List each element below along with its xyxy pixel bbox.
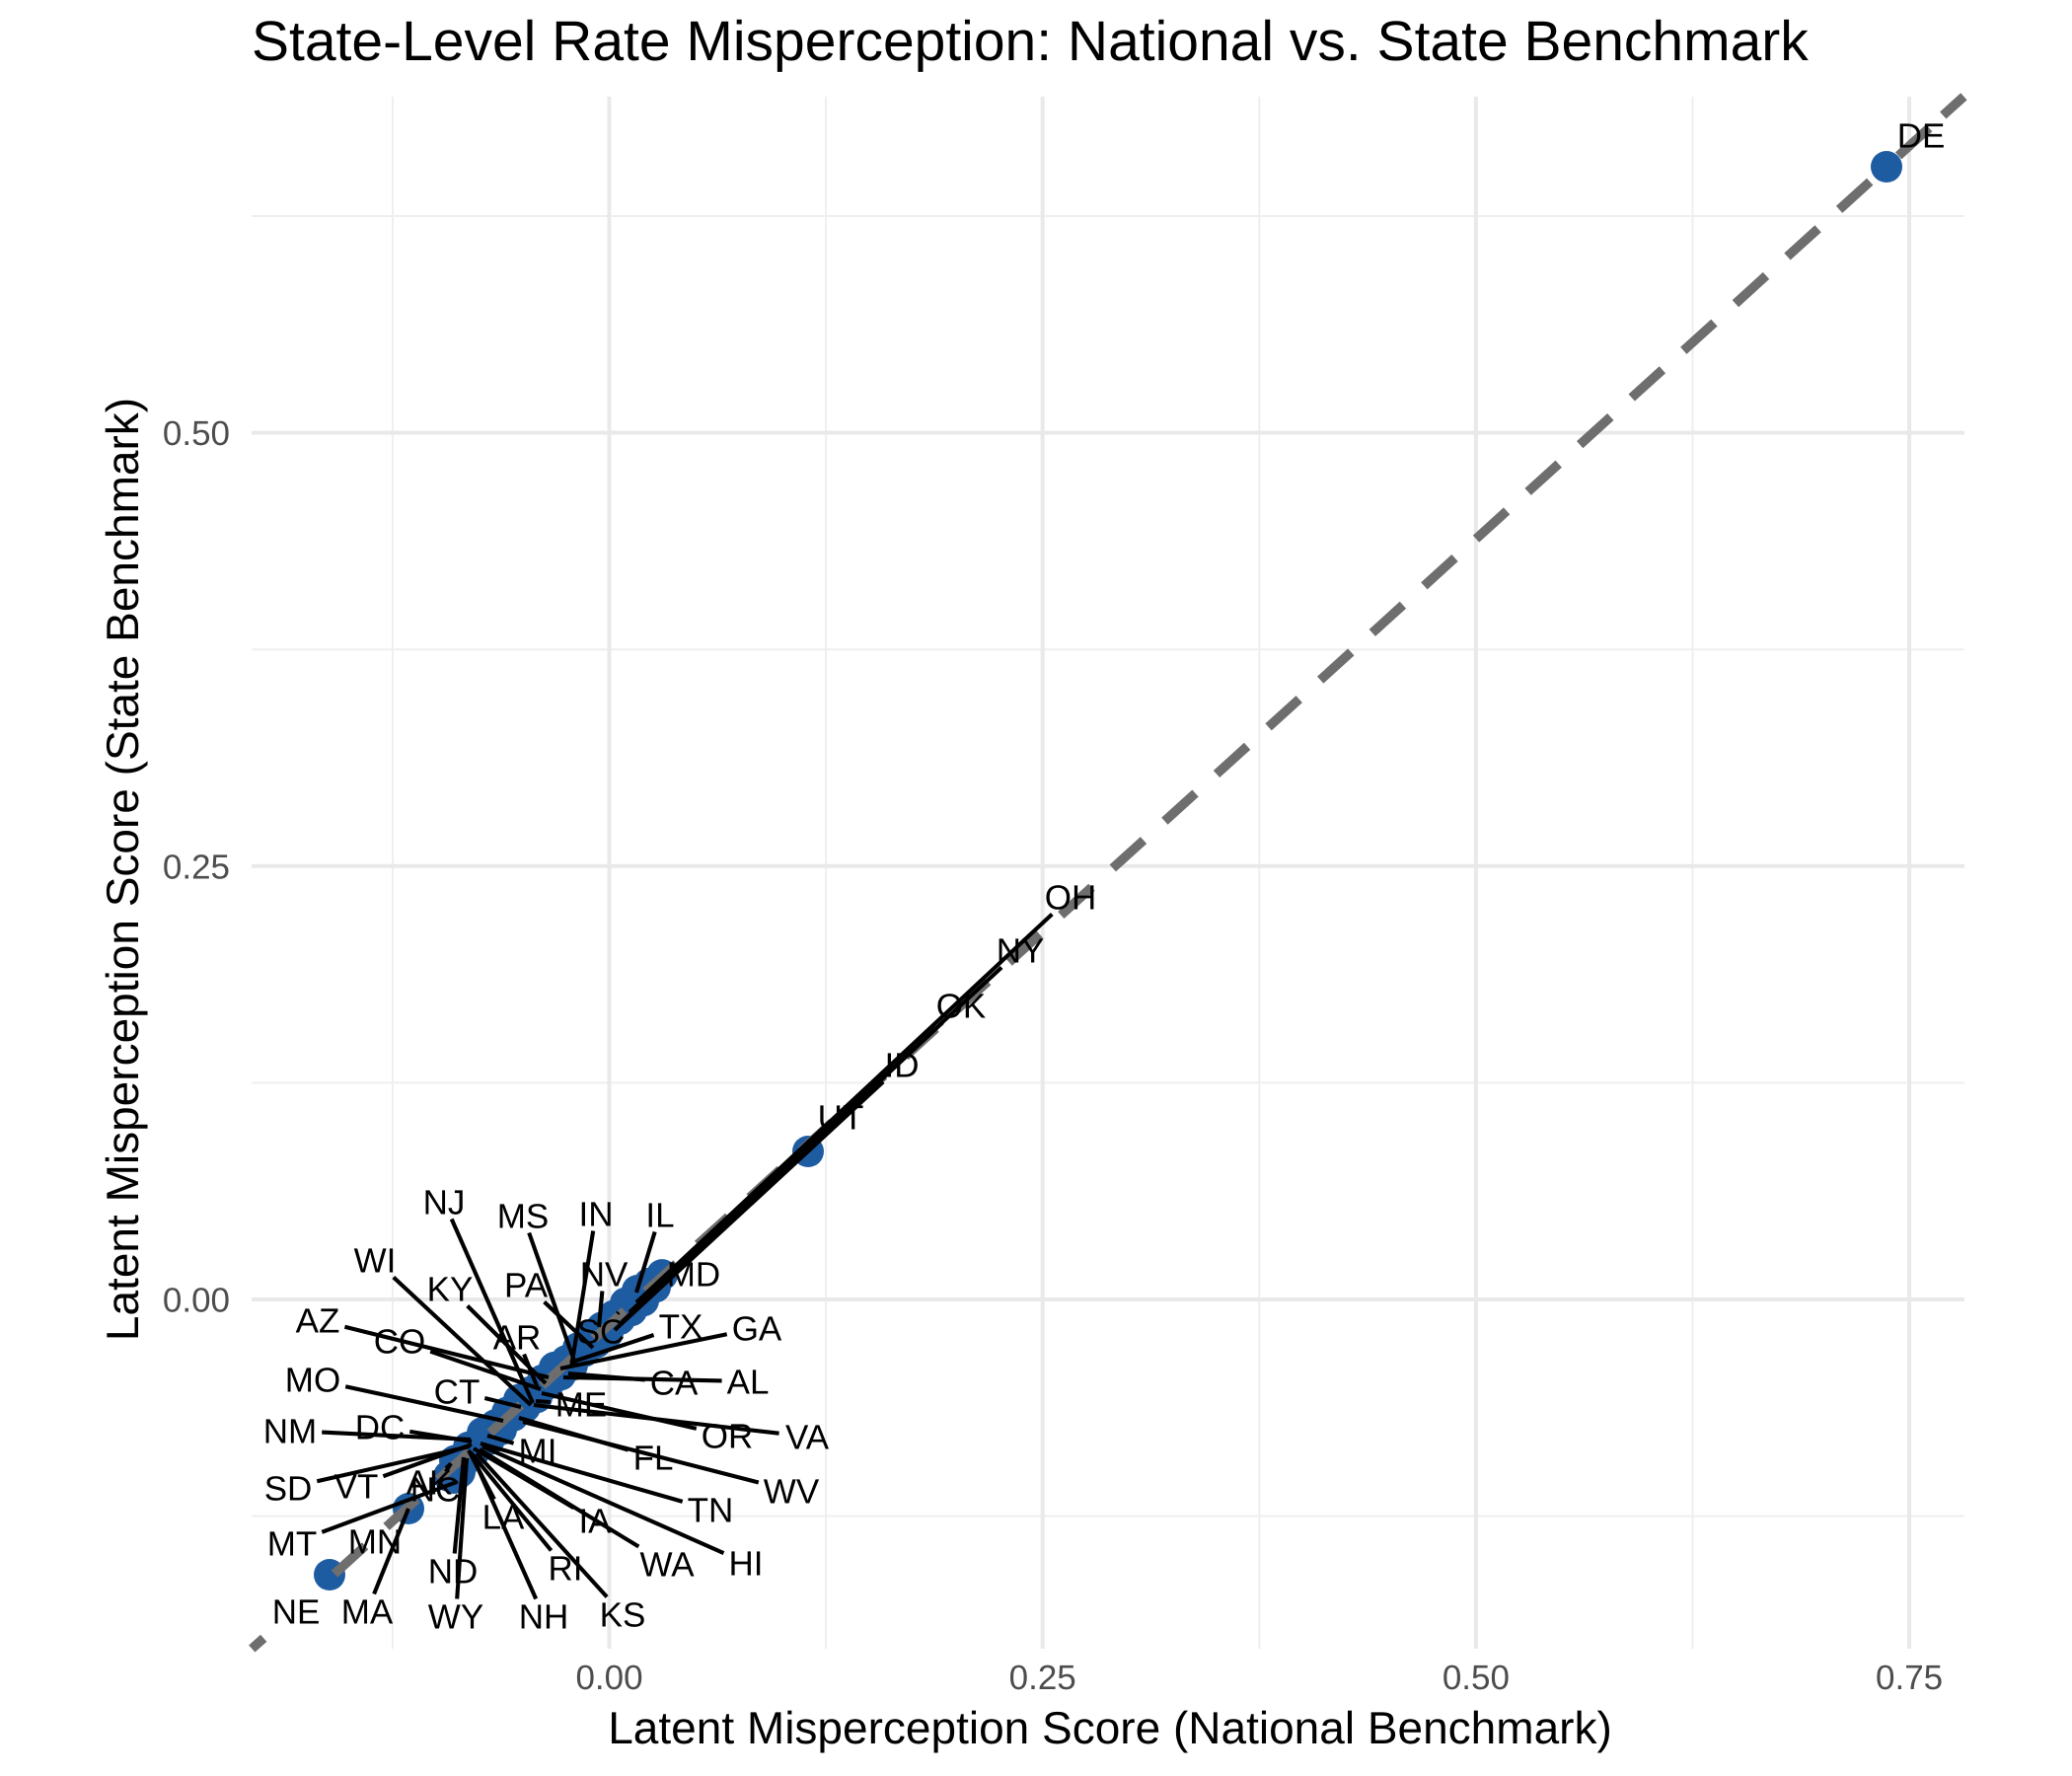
svg-text:HI: HI — [729, 1545, 764, 1584]
svg-text:MA: MA — [341, 1593, 394, 1632]
svg-text:WI: WI — [354, 1242, 397, 1281]
svg-text:KY: KY — [427, 1271, 474, 1309]
svg-text:OR: OR — [702, 1418, 754, 1456]
svg-text:0.00: 0.00 — [163, 1282, 230, 1320]
svg-text:NE: NE — [272, 1593, 321, 1632]
svg-text:RI: RI — [549, 1550, 583, 1589]
svg-text:CT: CT — [434, 1373, 481, 1412]
svg-text:ND: ND — [428, 1553, 479, 1591]
svg-text:0.25: 0.25 — [1009, 1659, 1076, 1697]
svg-text:ME: ME — [555, 1386, 608, 1425]
svg-text:DC: DC — [355, 1409, 406, 1447]
svg-text:UT: UT — [818, 1099, 864, 1138]
svg-text:State-Level Rate Misperception: State-Level Rate Misperception: National… — [252, 10, 1809, 73]
svg-text:TN: TN — [688, 1492, 734, 1530]
svg-text:IA: IA — [578, 1503, 612, 1541]
svg-text:PA: PA — [504, 1267, 549, 1305]
svg-text:SD: SD — [264, 1470, 313, 1509]
svg-text:MN: MN — [348, 1523, 402, 1562]
svg-text:VT: VT — [334, 1468, 379, 1507]
svg-text:WA: WA — [639, 1546, 695, 1585]
svg-text:WY: WY — [428, 1598, 483, 1637]
svg-text:0.25: 0.25 — [163, 848, 230, 886]
svg-text:MI: MI — [519, 1433, 557, 1471]
svg-text:DE: DE — [1897, 117, 1946, 156]
svg-text:NV: NV — [580, 1256, 629, 1295]
svg-text:0.50: 0.50 — [1443, 1659, 1510, 1697]
svg-text:AL: AL — [727, 1364, 770, 1402]
svg-text:VA: VA — [785, 1419, 830, 1457]
svg-text:AR: AR — [493, 1319, 542, 1358]
svg-text:OK: OK — [936, 988, 987, 1026]
svg-text:MS: MS — [497, 1198, 550, 1236]
svg-text:NH: NH — [519, 1598, 569, 1637]
svg-text:MO: MO — [285, 1362, 340, 1400]
svg-text:NM: NM — [263, 1413, 317, 1451]
svg-text:AZ: AZ — [296, 1302, 340, 1341]
svg-text:KS: KS — [600, 1596, 646, 1635]
svg-text:NJ: NJ — [423, 1184, 466, 1222]
svg-text:0.50: 0.50 — [163, 414, 230, 453]
svg-text:Latent Misperception Score (Na: Latent Misperception Score (National Ben… — [608, 1702, 1612, 1753]
svg-text:MT: MT — [267, 1525, 318, 1564]
svg-text:TX: TX — [659, 1308, 703, 1347]
svg-text:IN: IN — [579, 1196, 614, 1234]
svg-text:WV: WV — [764, 1473, 820, 1512]
svg-text:CA: CA — [650, 1365, 699, 1403]
svg-text:SC: SC — [577, 1313, 626, 1352]
svg-text:NY: NY — [997, 932, 1045, 971]
svg-text:MD: MD — [667, 1256, 720, 1295]
svg-text:LA: LA — [482, 1499, 525, 1537]
svg-text:0.75: 0.75 — [1876, 1659, 1943, 1697]
svg-text:NC: NC — [410, 1471, 461, 1510]
svg-text:AK: AK — [407, 1464, 453, 1503]
svg-text:IL: IL — [645, 1197, 674, 1235]
svg-text:GA: GA — [732, 1310, 782, 1349]
svg-text:OH: OH — [1045, 879, 1097, 918]
svg-text:ID: ID — [885, 1047, 920, 1085]
svg-text:CO: CO — [374, 1323, 426, 1362]
svg-text:Latent Misperception Score (St: Latent Misperception Score (State Benchm… — [97, 398, 148, 1341]
svg-text:FL: FL — [633, 1440, 674, 1478]
svg-text:0.00: 0.00 — [575, 1659, 642, 1697]
